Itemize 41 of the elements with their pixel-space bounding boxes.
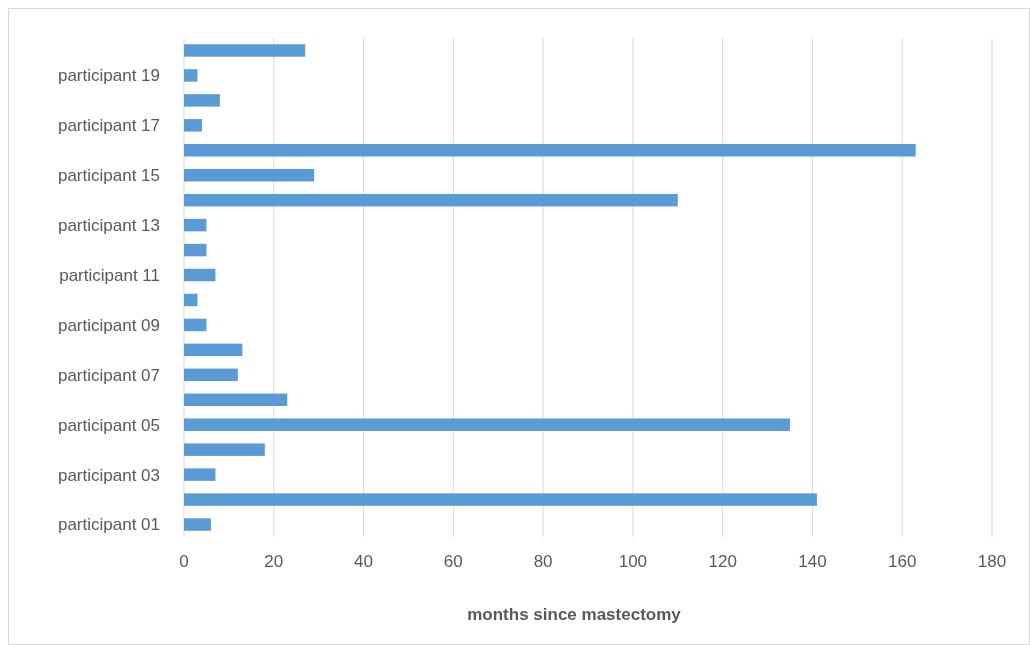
bar (184, 318, 207, 332)
bar (184, 144, 916, 157)
bar (184, 168, 315, 182)
y-tick-label: participant 09 (57, 315, 160, 335)
bar (184, 418, 790, 431)
bar (184, 218, 207, 232)
x-tick-label: 140 (798, 552, 827, 571)
bar (184, 518, 211, 531)
y-tick-label: participant 13 (57, 216, 160, 236)
bar (184, 69, 198, 82)
y-tick-label: participant 19 (57, 66, 160, 86)
bar (184, 193, 678, 207)
x-tick-label: 80 (533, 552, 553, 571)
bar (184, 119, 202, 132)
x-tick-label: 40 (354, 552, 374, 571)
y-tick-label: participant 05 (57, 415, 160, 435)
y-tick-label: participant 11 (59, 265, 160, 285)
bar (184, 368, 238, 382)
bar (184, 468, 216, 481)
x-tick-label: 180 (977, 552, 1007, 571)
x-tick-label: 100 (618, 552, 648, 571)
y-tick-label: participant 03 (57, 465, 160, 485)
y-tick-label: participant 07 (57, 365, 160, 385)
bar (184, 343, 243, 357)
x-tick-label: 120 (708, 552, 737, 571)
bar (184, 94, 220, 107)
bar (184, 443, 265, 456)
bar (184, 268, 216, 282)
bar (184, 44, 306, 57)
x-tick-label: 160 (888, 552, 917, 571)
y-tick-label: participant 01 (57, 515, 160, 535)
x-tick-label: 0 (179, 552, 189, 571)
bar (184, 293, 198, 307)
x-tick-label: 20 (264, 552, 284, 571)
bar (184, 243, 207, 257)
y-tick-label: participant 17 (57, 116, 160, 136)
bar (184, 493, 817, 506)
y-tick-label: participant 15 (57, 166, 160, 186)
x-axis-title: months since mastectomy (467, 605, 682, 624)
bar (184, 393, 288, 407)
x-tick-label: 60 (443, 552, 463, 571)
